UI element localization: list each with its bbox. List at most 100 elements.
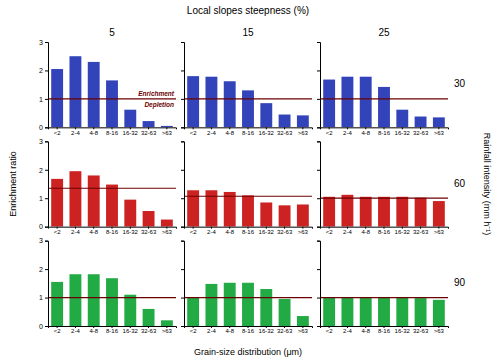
x-tick: >63 <box>434 127 445 135</box>
y-axis <box>181 241 185 326</box>
tick-mark <box>181 298 184 299</box>
tick-mark <box>45 241 48 242</box>
x-tick: 8-16 <box>378 227 391 235</box>
tick-mark <box>45 127 48 128</box>
y-tick <box>317 298 320 299</box>
tick-mark <box>45 326 48 327</box>
y-tick <box>317 70 320 71</box>
tick-label: >63 <box>298 130 309 136</box>
tick-label: 8-16 <box>242 229 255 235</box>
y-tick <box>317 241 320 242</box>
bar <box>143 121 155 127</box>
bar <box>415 117 427 128</box>
tick-mark <box>181 227 184 228</box>
tick-label: 4-8 <box>89 328 98 334</box>
tick-label: 4-8 <box>361 130 370 136</box>
reference-line <box>48 297 176 298</box>
tick-mark <box>181 326 184 327</box>
tick-label: <2 <box>326 328 334 334</box>
axis-line <box>317 241 321 326</box>
y-tick: 3 <box>39 237 48 244</box>
x-tick: 16-32 <box>259 127 275 135</box>
tick-mark <box>317 227 320 228</box>
y-tick: 3 <box>39 138 48 145</box>
bar <box>161 320 173 326</box>
y-axis <box>317 142 321 227</box>
x-tick: 8-16 <box>378 127 391 135</box>
reference-line <box>320 98 448 99</box>
tick-label: 8-16 <box>106 328 119 334</box>
tick-label: 32-63 <box>277 328 293 334</box>
tick-label: 2-4 <box>343 328 352 334</box>
x-tick: 32-63 <box>141 326 157 334</box>
bar <box>378 197 390 227</box>
bar <box>161 220 173 227</box>
x-tick: 8-16 <box>106 227 119 235</box>
x-axis-title: Grain-size distribution (μm) <box>194 347 302 357</box>
x-tick: >63 <box>434 227 445 235</box>
tick-mark <box>317 269 320 270</box>
tick-mark <box>317 141 320 142</box>
x-tick: 8-16 <box>242 227 255 235</box>
y-tick <box>181 227 184 228</box>
x-axis: <22-44-88-1616-3232-63>63 <box>49 227 177 235</box>
y-tick <box>317 42 320 43</box>
tick-mark <box>317 99 320 100</box>
tick-label: 0 <box>39 323 43 330</box>
reference-line <box>320 198 448 199</box>
x-tick: 2-4 <box>71 127 80 135</box>
bar <box>143 211 155 227</box>
y-tick: 3 <box>39 39 48 46</box>
tick-mark <box>181 198 184 199</box>
x-tick: <2 <box>326 127 334 135</box>
column-title: 5 <box>109 27 115 38</box>
panel: 0123<22-44-88-1616-3232-63>63 <box>39 237 176 334</box>
x-tick: 4-8 <box>361 227 370 235</box>
tick-label: 2-4 <box>71 130 80 136</box>
tick-label: 4-8 <box>225 229 234 235</box>
tick-label: 32-63 <box>277 229 293 235</box>
bar <box>242 283 254 326</box>
bar <box>360 298 372 326</box>
tick-mark <box>45 42 48 43</box>
bar <box>323 298 335 326</box>
x-axis: <22-44-88-1616-3232-63>63 <box>49 127 177 135</box>
tick-label: 16-32 <box>259 229 275 235</box>
x-tick: 8-16 <box>378 326 391 334</box>
tick-label: >63 <box>162 328 173 334</box>
tick-mark <box>181 42 184 43</box>
tick-mark <box>45 198 48 199</box>
tick-label: 2 <box>39 67 43 74</box>
tick-label: 2-4 <box>71 229 80 235</box>
tick-label: <2 <box>190 328 198 334</box>
tick-label: <2 <box>190 229 198 235</box>
column-title: 15 <box>242 27 254 38</box>
reference-line <box>184 196 312 197</box>
x-axis: <22-44-88-1616-3232-63>63 <box>185 326 313 334</box>
x-tick: <2 <box>190 227 198 235</box>
y-tick <box>181 198 184 199</box>
x-tick: >63 <box>298 227 309 235</box>
bar <box>69 274 81 326</box>
x-tick: <2 <box>54 227 62 235</box>
bar <box>124 200 136 227</box>
y-tick: 0 <box>39 124 48 131</box>
row-title: 30 <box>454 78 466 89</box>
y-tick <box>317 227 320 228</box>
bar <box>323 197 335 227</box>
tick-mark <box>317 127 320 128</box>
x-tick: <2 <box>190 326 198 334</box>
bar <box>88 175 100 226</box>
bar <box>69 56 81 127</box>
plot-area <box>48 274 176 326</box>
tick-label: 8-16 <box>106 130 119 136</box>
tick-mark <box>45 298 48 299</box>
bar <box>323 80 335 128</box>
tick-label: 2-4 <box>71 328 80 334</box>
bar <box>433 300 445 326</box>
x-tick: 8-16 <box>106 326 119 334</box>
tick-mark <box>317 70 320 71</box>
y-axis <box>181 142 185 227</box>
x-tick: >63 <box>298 326 309 334</box>
bar <box>415 298 427 326</box>
